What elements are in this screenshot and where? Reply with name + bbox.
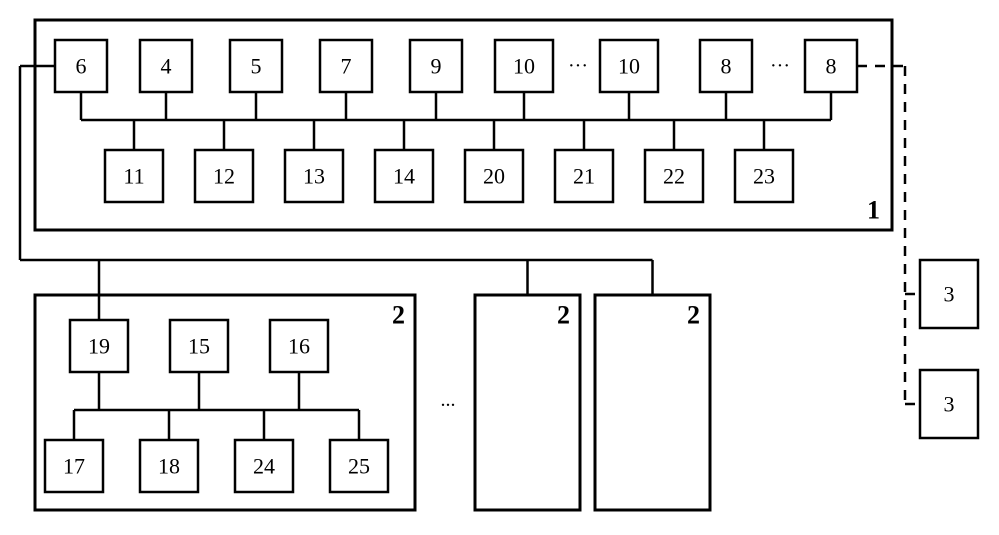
svg-text:6: 6 (76, 54, 87, 79)
svg-text:3: 3 (944, 282, 955, 307)
svg-text:10: 10 (618, 54, 640, 79)
svg-text:2: 2 (392, 301, 405, 330)
svg-text:24: 24 (253, 454, 275, 479)
svg-text:16: 16 (288, 334, 310, 359)
svg-text:5: 5 (251, 54, 262, 79)
svg-text:...: ... (441, 389, 456, 411)
svg-text:3: 3 (944, 392, 955, 417)
svg-text:···: ··· (770, 55, 790, 77)
svg-text:8: 8 (721, 54, 732, 79)
svg-text:25: 25 (348, 454, 370, 479)
svg-text:1: 1 (867, 196, 880, 225)
svg-text:17: 17 (63, 454, 85, 479)
svg-text:23: 23 (753, 164, 775, 189)
svg-text:15: 15 (188, 334, 210, 359)
svg-text:9: 9 (431, 54, 442, 79)
svg-text:4: 4 (161, 54, 172, 79)
svg-text:21: 21 (573, 164, 595, 189)
svg-text:12: 12 (213, 164, 235, 189)
svg-text:11: 11 (123, 164, 144, 189)
svg-text:13: 13 (303, 164, 325, 189)
svg-text:19: 19 (88, 334, 110, 359)
svg-text:20: 20 (483, 164, 505, 189)
svg-text:10: 10 (513, 54, 535, 79)
svg-text:2: 2 (687, 301, 700, 330)
svg-text:14: 14 (393, 164, 415, 189)
svg-text:18: 18 (158, 454, 180, 479)
svg-text:8: 8 (826, 54, 837, 79)
svg-text:22: 22 (663, 164, 685, 189)
svg-text:···: ··· (568, 55, 588, 77)
svg-text:2: 2 (557, 301, 570, 330)
svg-text:7: 7 (341, 54, 352, 79)
